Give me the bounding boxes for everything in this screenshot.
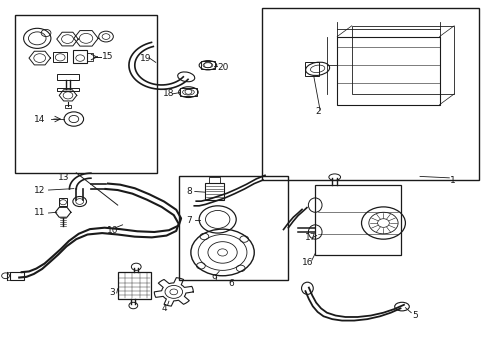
Bar [336,37,439,105]
Bar [209,177,220,183]
Bar [73,50,87,63]
Bar [87,53,93,60]
Bar [65,105,71,108]
Text: 19: 19 [140,54,151,63]
Bar [57,88,79,91]
Bar [351,26,453,94]
Bar [205,183,224,200]
Text: 13: 13 [58,173,70,182]
Text: 6: 6 [228,279,234,288]
Text: 10: 10 [107,226,118,235]
Text: 20: 20 [217,63,228,72]
Text: 16: 16 [302,258,313,267]
Text: 14: 14 [34,115,45,124]
Text: 9: 9 [211,274,217,283]
Text: 7: 7 [185,216,191,225]
Bar [10,272,24,280]
Bar [305,62,319,76]
Text: 3: 3 [109,288,115,297]
Text: 2: 2 [315,107,320,116]
Text: 1: 1 [449,176,455,185]
Bar [180,88,197,96]
Text: 17: 17 [304,233,315,242]
Bar [178,176,288,280]
Bar [53,52,67,62]
Text: 18: 18 [162,89,174,98]
Bar [261,8,478,180]
Bar [118,272,151,299]
Text: 11: 11 [34,208,45,217]
Text: 5: 5 [411,311,417,320]
Text: 15: 15 [102,53,113,62]
Bar [57,74,79,80]
Text: 4: 4 [161,303,167,312]
Bar [59,198,67,206]
Text: 8: 8 [185,187,191,196]
Bar [315,185,400,255]
Bar [200,61,215,69]
Text: 12: 12 [34,185,45,194]
Bar [15,15,157,173]
